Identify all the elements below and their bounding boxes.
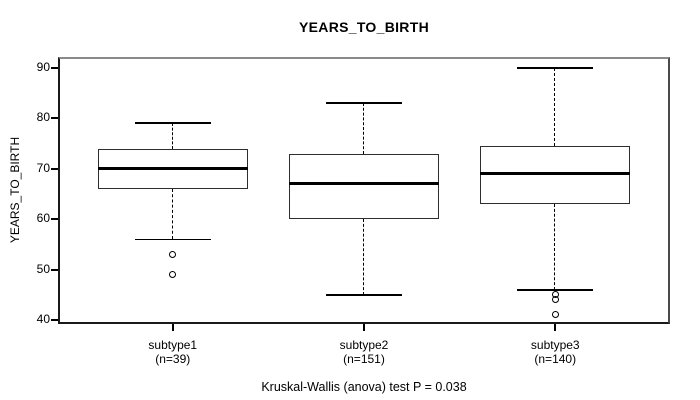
upper-whisker-cap	[517, 67, 594, 69]
upper-whisker-line	[363, 103, 364, 154]
y-tick-mark	[51, 117, 58, 120]
outlier-point	[551, 311, 559, 319]
x-group-label: subtype3 (n=140)	[480, 338, 630, 366]
iqr-box	[289, 153, 439, 220]
upper-whisker-cap	[134, 122, 211, 124]
plot-area	[58, 57, 670, 324]
lower-whisker-line	[554, 204, 556, 290]
median-line	[289, 182, 439, 186]
lower-whisker-cap	[517, 289, 594, 291]
y-tick-mark	[51, 67, 58, 70]
lower-whisker-line	[363, 219, 364, 295]
y-tick-mark	[51, 218, 58, 221]
outlier-point	[169, 250, 177, 258]
x-tick-mark	[363, 324, 365, 331]
y-tick-mark	[51, 167, 58, 170]
median-line	[480, 172, 631, 176]
outlier-point	[551, 296, 559, 304]
y-tick-label: 50	[36, 261, 50, 276]
stat-test-footnote: Kruskal-Wallis (anova) test P = 0.038	[261, 380, 467, 394]
x-group-label: subtype2 (n=151)	[289, 338, 439, 366]
x-group-name: subtype3	[530, 338, 580, 352]
y-tick-label: 40	[36, 311, 50, 326]
x-group-n: (n=39)	[155, 352, 191, 366]
y-tick-mark	[51, 268, 58, 271]
x-group-n: (n=151)	[343, 352, 385, 366]
x-group-name: subtype2	[339, 338, 389, 352]
lower-whisker-line	[171, 188, 173, 240]
y-tick-label: 60	[36, 211, 50, 226]
outlier-point	[169, 271, 177, 279]
x-tick-mark	[554, 324, 557, 331]
x-group-name: subtype1	[148, 338, 198, 352]
y-tick-label: 80	[36, 110, 50, 125]
y-tick-mark	[51, 318, 58, 321]
upper-whisker-line	[171, 123, 173, 149]
y-axis-label: YEARS_TO_BIRTH	[8, 136, 22, 244]
upper-whisker-line	[554, 68, 556, 147]
lower-whisker-cap	[134, 238, 211, 241]
chart-title: YEARS_TO_BIRTH	[299, 19, 429, 35]
lower-whisker-cap	[326, 294, 402, 296]
x-tick-mark	[171, 324, 174, 331]
x-group-n: (n=140)	[534, 352, 577, 366]
x-group-label: subtype1 (n=39)	[98, 338, 248, 366]
median-line	[97, 167, 248, 171]
y-tick-label: 70	[36, 160, 50, 175]
y-tick-label: 90	[36, 60, 50, 75]
upper-whisker-cap	[326, 102, 402, 104]
